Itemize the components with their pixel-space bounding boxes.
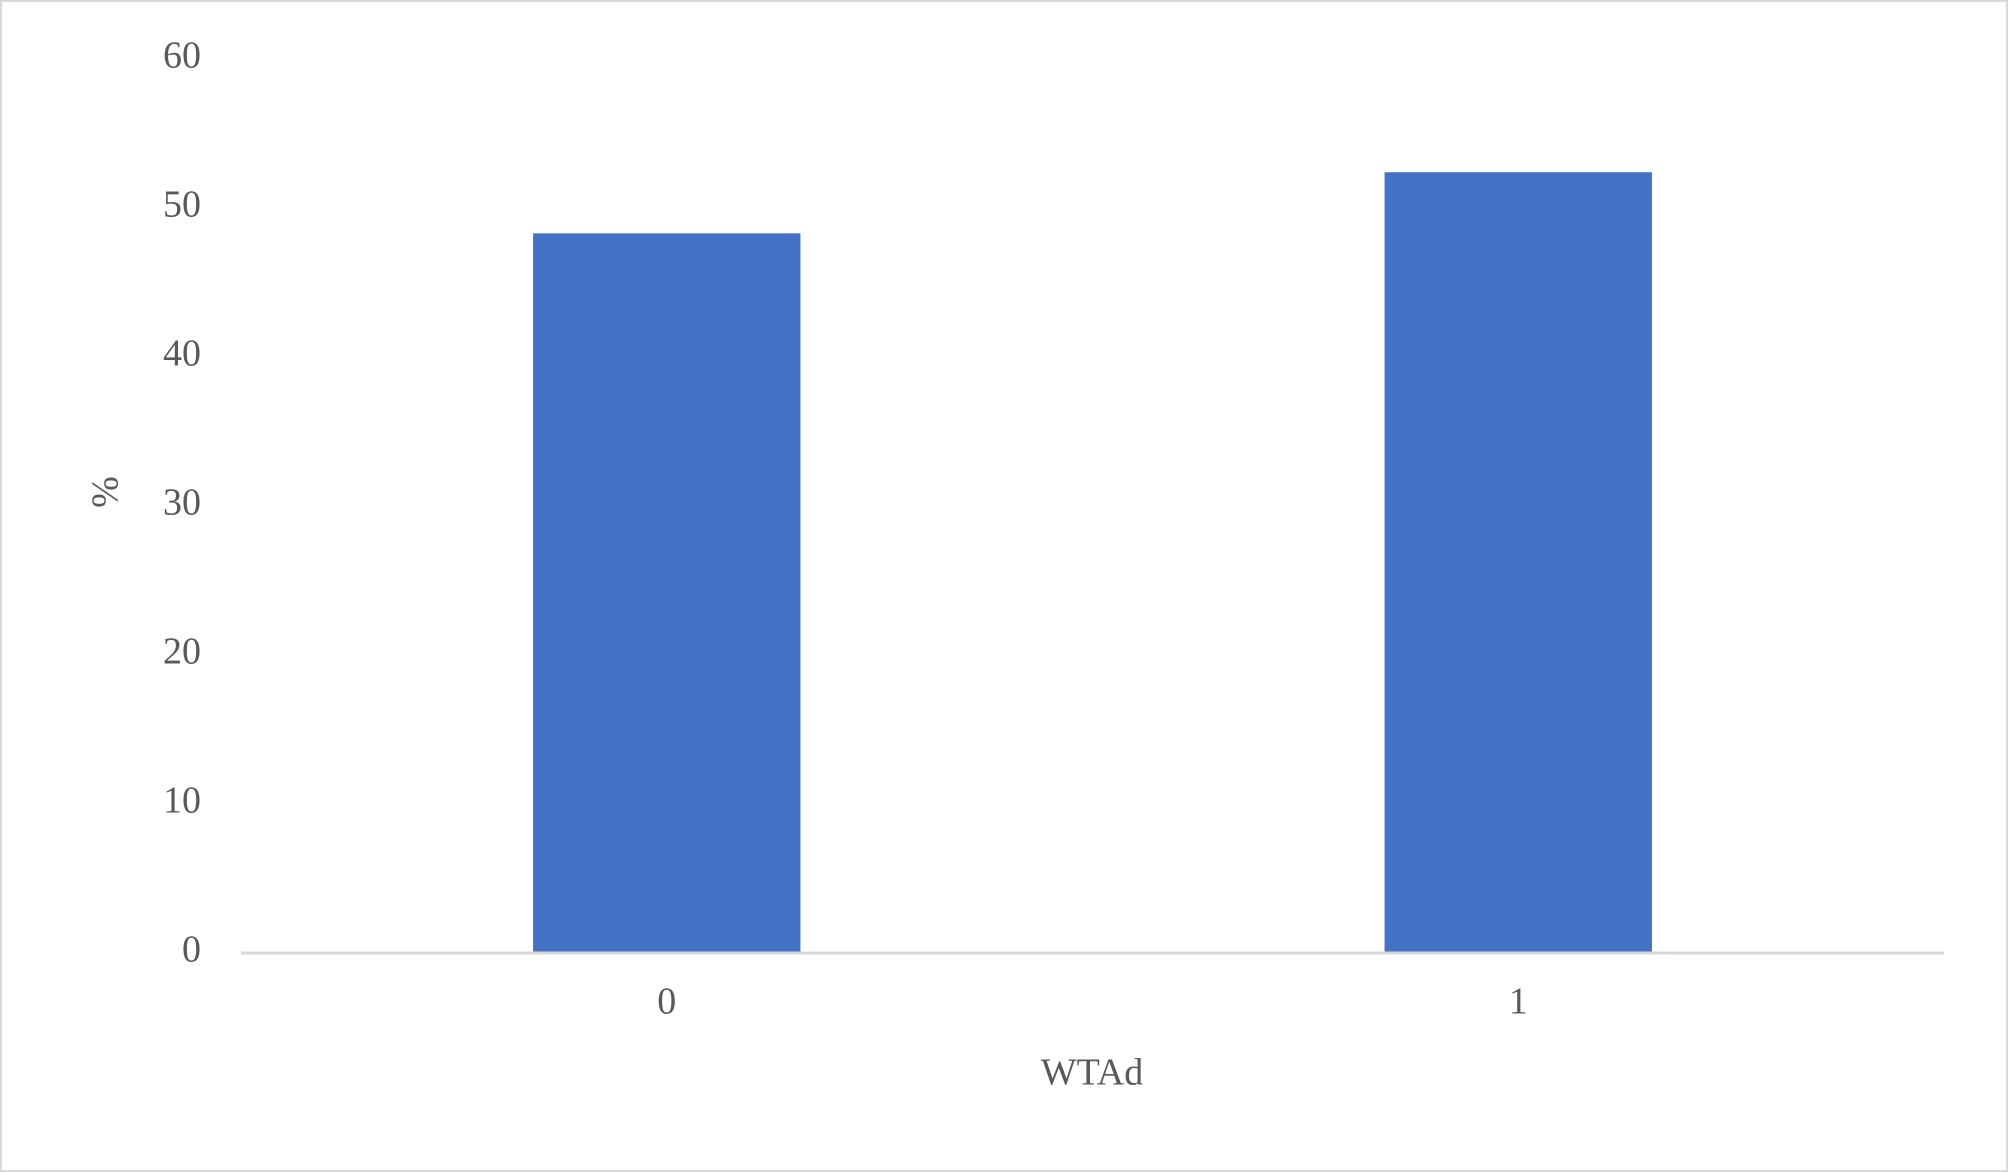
y-tick-label: 20 xyxy=(163,631,201,673)
y-tick-label: 30 xyxy=(163,482,201,524)
y-tick-label: 40 xyxy=(163,333,201,375)
y-tick-label: 50 xyxy=(163,184,201,226)
y-tick-label: 10 xyxy=(163,780,201,822)
x-axis-label: WTAd xyxy=(1041,1052,1143,1094)
bar xyxy=(533,233,801,953)
bar xyxy=(1384,172,1652,954)
x-tick-label: 0 xyxy=(657,981,676,1023)
y-tick-label: 60 xyxy=(163,35,201,77)
y-tick-label: 0 xyxy=(182,929,201,971)
y-axis-label: % xyxy=(85,476,127,508)
x-tick-label: 1 xyxy=(1509,981,1528,1023)
